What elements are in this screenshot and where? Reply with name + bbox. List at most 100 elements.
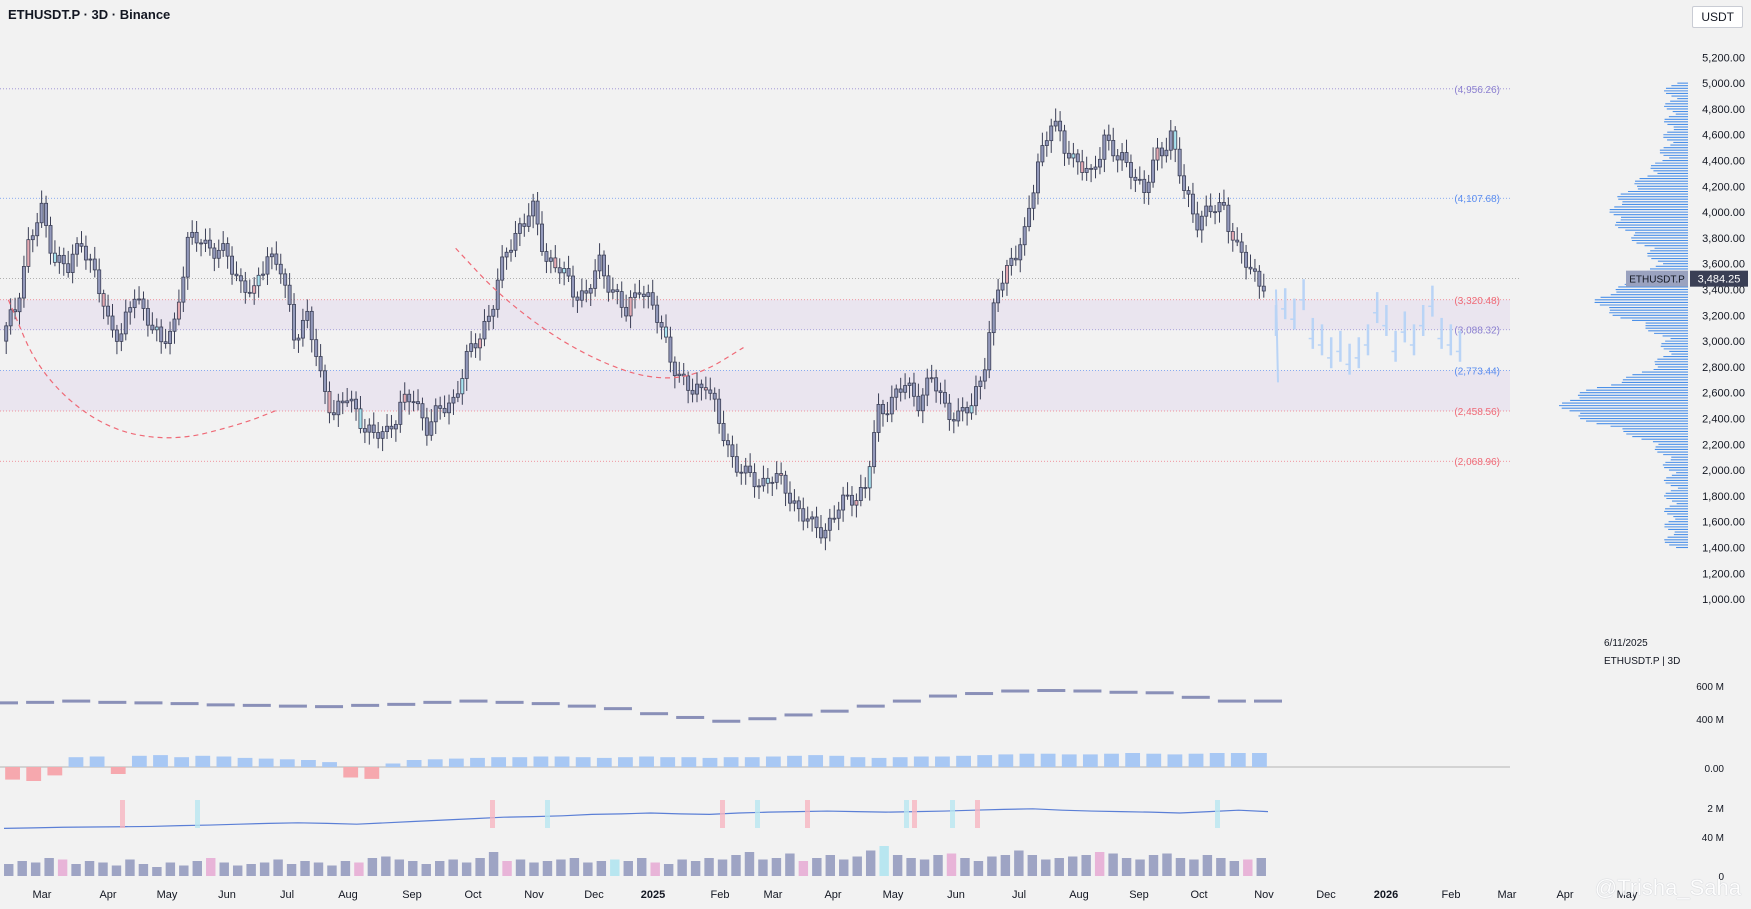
time-label-12: Mar bbox=[764, 889, 783, 901]
volume-bar-34 bbox=[461, 862, 472, 876]
candle-92 bbox=[411, 401, 416, 404]
volume-bar-16 bbox=[219, 862, 229, 876]
candle-17 bbox=[79, 243, 84, 247]
candle-186 bbox=[827, 517, 832, 531]
price-tick-16: 2,000.00 bbox=[1702, 465, 1745, 477]
candle-5 bbox=[26, 239, 31, 267]
candle-234 bbox=[1040, 145, 1045, 163]
candle-111 bbox=[495, 279, 500, 310]
volume-bar-24 bbox=[327, 865, 337, 876]
flow-highlight-7 bbox=[904, 800, 909, 828]
volume-bar-3 bbox=[44, 858, 54, 876]
level-label-2: (3,320.48) bbox=[1454, 296, 1500, 307]
volume-bar-81 bbox=[1094, 852, 1105, 876]
price-tick-6: 4,000.00 bbox=[1702, 207, 1745, 219]
osc-bar-56 bbox=[1188, 753, 1204, 767]
candle-97 bbox=[433, 405, 438, 423]
candle-6 bbox=[30, 235, 35, 241]
time-label-5: Aug bbox=[338, 889, 358, 901]
candle-210 bbox=[934, 377, 939, 392]
osc-bar-27 bbox=[575, 757, 591, 767]
candle-218 bbox=[969, 405, 974, 414]
time-label-19: Oct bbox=[1190, 889, 1207, 901]
volume-bar-6 bbox=[84, 861, 95, 876]
candle-180 bbox=[801, 508, 806, 522]
volume-bar-18 bbox=[246, 864, 256, 876]
candle-102 bbox=[455, 393, 460, 398]
volume-bar-76 bbox=[1027, 855, 1038, 876]
volume-bar-14 bbox=[192, 861, 203, 876]
time-label-1: Apr bbox=[99, 889, 116, 901]
candle-165 bbox=[734, 456, 739, 473]
momentum-point-3 bbox=[98, 700, 127, 704]
candle-263 bbox=[1168, 130, 1173, 151]
flow-highlight-9 bbox=[950, 800, 955, 828]
volume-bar-71 bbox=[960, 858, 970, 876]
candle-240 bbox=[1067, 152, 1071, 159]
candle-172 bbox=[765, 477, 770, 484]
candle-158 bbox=[703, 387, 708, 391]
candle-246 bbox=[1093, 166, 1098, 170]
candle-238 bbox=[1058, 120, 1063, 132]
volume-bar-2 bbox=[30, 862, 41, 876]
candle-69 bbox=[309, 310, 314, 341]
candle-148 bbox=[659, 322, 664, 328]
candle-65 bbox=[292, 304, 296, 341]
volume-bar-93 bbox=[1256, 858, 1266, 876]
candle-85 bbox=[380, 431, 385, 439]
osc-bar-49 bbox=[1040, 753, 1056, 767]
volume-bar-79 bbox=[1067, 856, 1078, 876]
momentum-point-9 bbox=[315, 705, 344, 709]
flow-highlight-11 bbox=[1215, 800, 1220, 828]
momentum-point-16 bbox=[567, 704, 596, 708]
candle-139 bbox=[619, 291, 624, 308]
candle-152 bbox=[677, 373, 682, 377]
volume-bar-35 bbox=[475, 858, 485, 876]
candle-7 bbox=[35, 222, 40, 237]
osc-bar-9 bbox=[195, 755, 211, 767]
osc-bar-39 bbox=[829, 755, 845, 767]
candle-170 bbox=[757, 485, 761, 488]
price-tag-value-bg bbox=[1690, 270, 1748, 287]
osc-bar-13 bbox=[279, 759, 295, 767]
candle-35 bbox=[159, 326, 164, 343]
osc-bar-15 bbox=[322, 762, 337, 767]
momentum-point-6 bbox=[206, 703, 235, 707]
osc-bar-36 bbox=[765, 756, 781, 767]
momentum-point-4 bbox=[134, 701, 163, 705]
candle-282 bbox=[1252, 268, 1257, 272]
candle-136 bbox=[606, 275, 611, 293]
candle-75 bbox=[336, 400, 341, 416]
volume-bar-72 bbox=[973, 861, 984, 876]
osc-bar-20 bbox=[427, 759, 443, 767]
candle-178 bbox=[792, 500, 797, 504]
candle-151 bbox=[672, 361, 677, 377]
level-label-4: (2,773.44) bbox=[1454, 366, 1500, 377]
candle-34 bbox=[154, 326, 159, 331]
candle-217 bbox=[965, 407, 970, 414]
candle-266 bbox=[1182, 175, 1187, 191]
currency-unit-button[interactable]: USDT bbox=[1692, 6, 1743, 28]
candle-214 bbox=[951, 419, 956, 422]
candle-283 bbox=[1257, 270, 1262, 287]
time-label-24: Mar bbox=[1498, 889, 1517, 901]
candle-123 bbox=[548, 257, 553, 262]
price-zone-1 bbox=[0, 370, 1510, 411]
volume-bar-20 bbox=[273, 859, 283, 876]
momentum-point-7 bbox=[242, 703, 271, 707]
price-tick-15: 2,200.00 bbox=[1702, 439, 1745, 451]
volume-bar-13 bbox=[179, 865, 189, 876]
time-label-26: May bbox=[1617, 889, 1638, 901]
candle-32 bbox=[145, 308, 150, 326]
candle-205 bbox=[912, 382, 916, 397]
candle-115 bbox=[513, 232, 518, 251]
volume-bar-44 bbox=[596, 861, 607, 876]
osc-bar-54 bbox=[1146, 753, 1162, 767]
flow-highlight-3 bbox=[545, 800, 550, 828]
momentum-point-11 bbox=[387, 702, 416, 706]
level-label-1: (4,107.68) bbox=[1454, 194, 1500, 205]
candle-140 bbox=[624, 306, 629, 317]
candle-244 bbox=[1084, 167, 1089, 173]
volume-bar-26 bbox=[354, 862, 364, 876]
